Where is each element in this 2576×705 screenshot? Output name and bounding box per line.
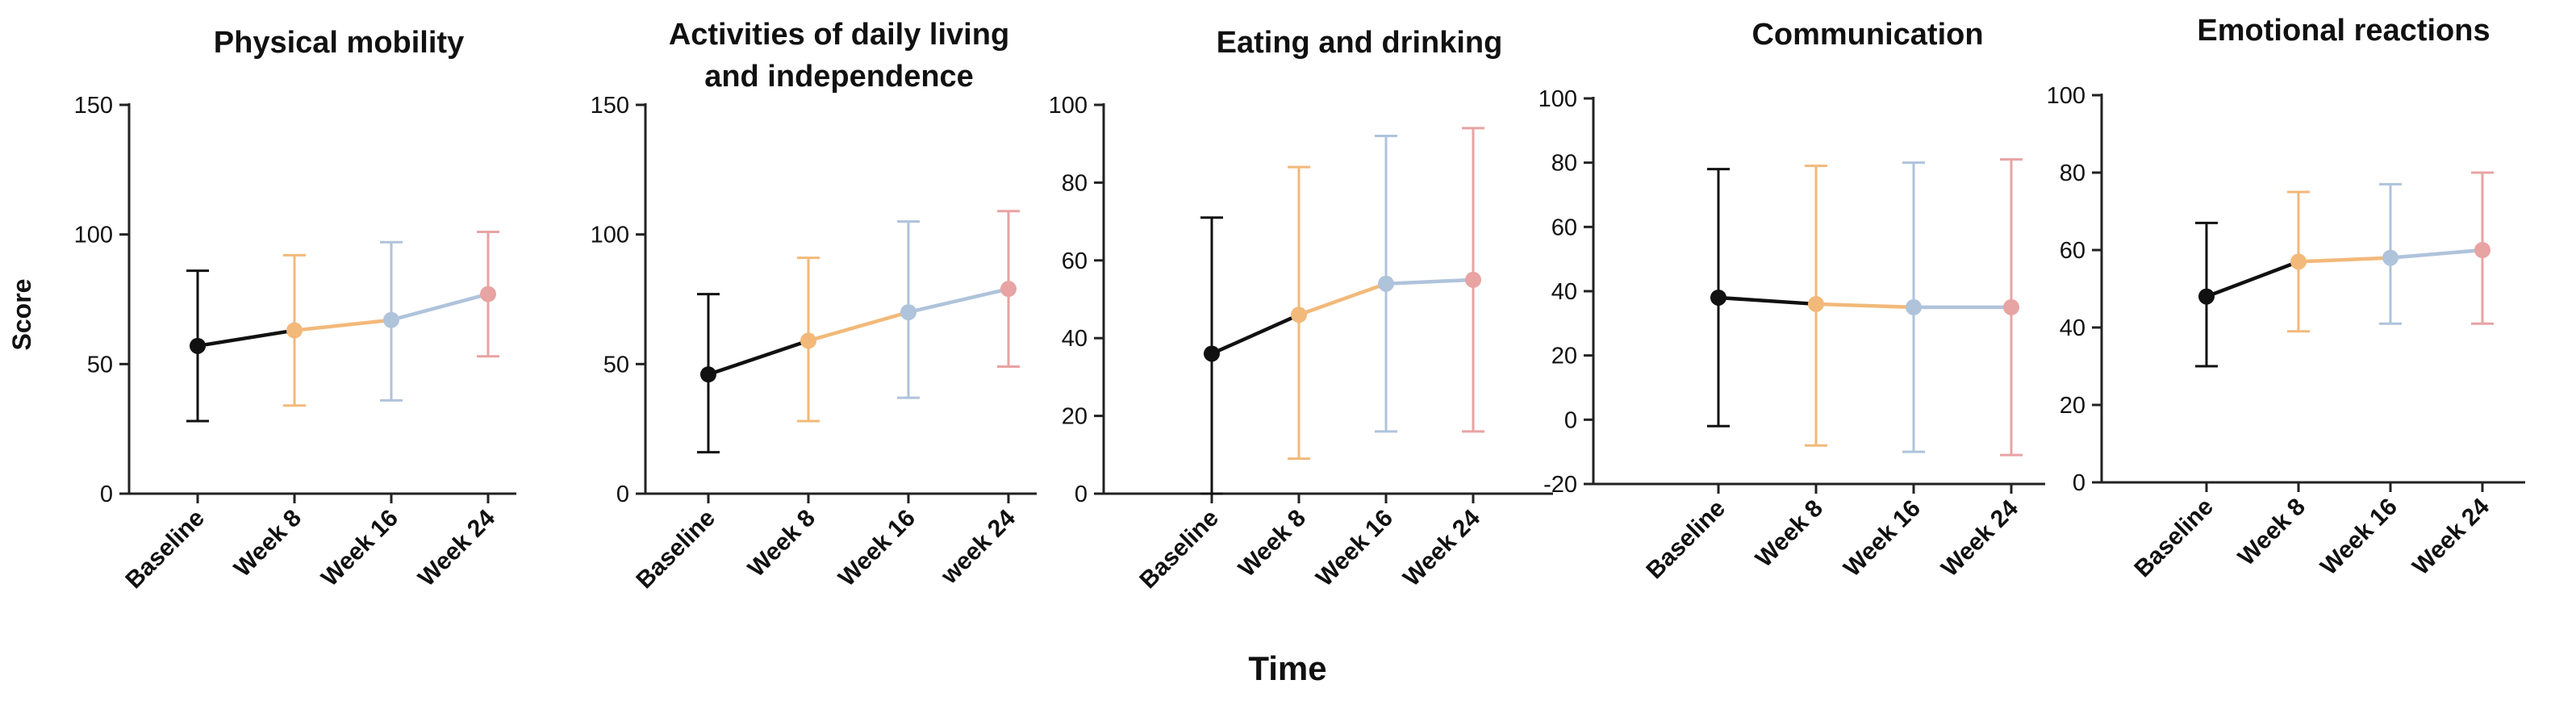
trend-line-segment [197, 328, 295, 348]
x-tick-label: Week 24 [1398, 504, 1485, 591]
x-tick-label: Baseline [631, 505, 720, 594]
data-point [700, 366, 716, 383]
y-tick-label: 60 [2060, 238, 2085, 264]
chart-title: Physical mobility [214, 26, 464, 60]
y-tick-label: 80 [1062, 170, 1088, 196]
trend-line-segment [294, 318, 392, 332]
x-tick-label: Baseline [120, 505, 210, 594]
chart-panel-1: Physical mobility 0 50 100 150 Baseline Week 8… [74, 26, 516, 594]
y-tick-label: 100 [74, 223, 113, 248]
trend-line-segment [1718, 295, 1817, 307]
y-tick-label: 20 [2060, 393, 2085, 419]
trend-line-segment [2298, 256, 2391, 264]
x-tick-label: Week 16 [316, 505, 403, 592]
y-tick-label: 60 [1062, 248, 1088, 274]
y-tick-label: 20 [1551, 344, 1577, 369]
chart-title: and independence [704, 60, 974, 94]
y-tick-label: 50 [87, 352, 113, 378]
y-tick-label: 150 [74, 93, 113, 119]
trend-line-segment [390, 292, 489, 322]
data-point [1465, 271, 1481, 288]
y-tick-label: 40 [1062, 326, 1088, 352]
trend-line-segment [2390, 248, 2483, 260]
y-tick-label: 0 [2073, 470, 2085, 496]
trend-line-segment [2206, 260, 2299, 298]
x-tick-label: Week 8 [229, 505, 307, 582]
data-point [1906, 298, 1922, 315]
chart-panel-2: Activities of daily living and independen… [591, 18, 1037, 594]
x-tick-label: Week 24 [1936, 494, 2023, 582]
data-point [2003, 298, 2019, 315]
data-point [286, 322, 303, 339]
data-point [1808, 295, 1824, 312]
chart-title: Communication [1751, 18, 1983, 52]
data-point [1000, 281, 1017, 298]
y-axis-label: Score [7, 279, 36, 351]
y-tick-label: 80 [1551, 151, 1577, 177]
data-point [1710, 289, 1726, 306]
chart-title: Activities of daily living [669, 18, 1009, 52]
x-tick-label: week 24 [936, 504, 1021, 590]
x-tick-label: Week 16 [1311, 505, 1398, 592]
data-point [1204, 345, 1220, 362]
y-tick-label: 150 [591, 93, 629, 119]
y-tick-label: 0 [1564, 407, 1577, 433]
x-tick-label: Week 8 [743, 505, 820, 582]
y-tick-label: 100 [2047, 83, 2085, 109]
y-tick-label: 20 [1062, 404, 1088, 430]
chart-title: Eating and drinking [1217, 26, 1503, 60]
chart-panel-4: Communication -20 0 20 40 60 80 100 Baseline Week… [1539, 18, 2045, 584]
data-point [383, 311, 399, 328]
y-tick-label: -20 [1543, 472, 1577, 498]
chart-title: Emotional reactions [2197, 14, 2490, 48]
x-tick-label: Week 24 [413, 504, 500, 591]
y-tick-label: 40 [2060, 315, 2085, 341]
data-point [1378, 275, 1394, 292]
x-tick-label: Week 16 [1839, 495, 1926, 582]
trend-line-segment [1815, 302, 1914, 310]
trend-line-segment [1385, 277, 1474, 286]
trend-line-segment [1298, 282, 1387, 317]
y-tick-label: 80 [2060, 161, 2085, 186]
y-tick-label: 40 [1551, 279, 1577, 305]
data-point [800, 332, 816, 349]
data-point [2382, 249, 2399, 266]
x-tick-label: Baseline [1134, 505, 1224, 594]
x-tick-label: Baseline [1641, 495, 1731, 585]
data-point [2198, 288, 2215, 305]
y-tick-label: 60 [1551, 215, 1577, 240]
x-tick-label: Week 8 [1234, 505, 1311, 582]
data-point [2474, 242, 2490, 258]
trend-line-segment [908, 286, 1009, 315]
x-tick-label: Week 8 [1751, 495, 1828, 573]
y-tick-label: 100 [1049, 93, 1088, 119]
x-tick-label: Week 8 [2233, 494, 2311, 571]
y-tick-label: 50 [603, 352, 629, 378]
data-point [1291, 307, 1307, 323]
y-tick-label: 0 [1075, 482, 1088, 507]
x-tick-label: Week 16 [2315, 494, 2403, 581]
y-tick-label: 100 [1539, 86, 1577, 112]
x-tick-label: Baseline [2129, 494, 2219, 583]
trend-line-segment [1211, 313, 1300, 356]
y-tick-label: 0 [100, 482, 113, 507]
trend-line-segment [808, 310, 909, 343]
y-tick-label: 0 [616, 482, 629, 507]
trend-line-segment [708, 339, 809, 377]
y-tick-label: 100 [591, 223, 629, 248]
data-point [190, 337, 206, 354]
data-point [900, 304, 916, 321]
data-point [2290, 253, 2307, 270]
x-axis-label: Time [1248, 649, 1326, 687]
data-point [480, 286, 496, 302]
x-tick-label: Week 16 [833, 505, 921, 592]
x-tick-label: Week 24 [2407, 493, 2495, 580]
